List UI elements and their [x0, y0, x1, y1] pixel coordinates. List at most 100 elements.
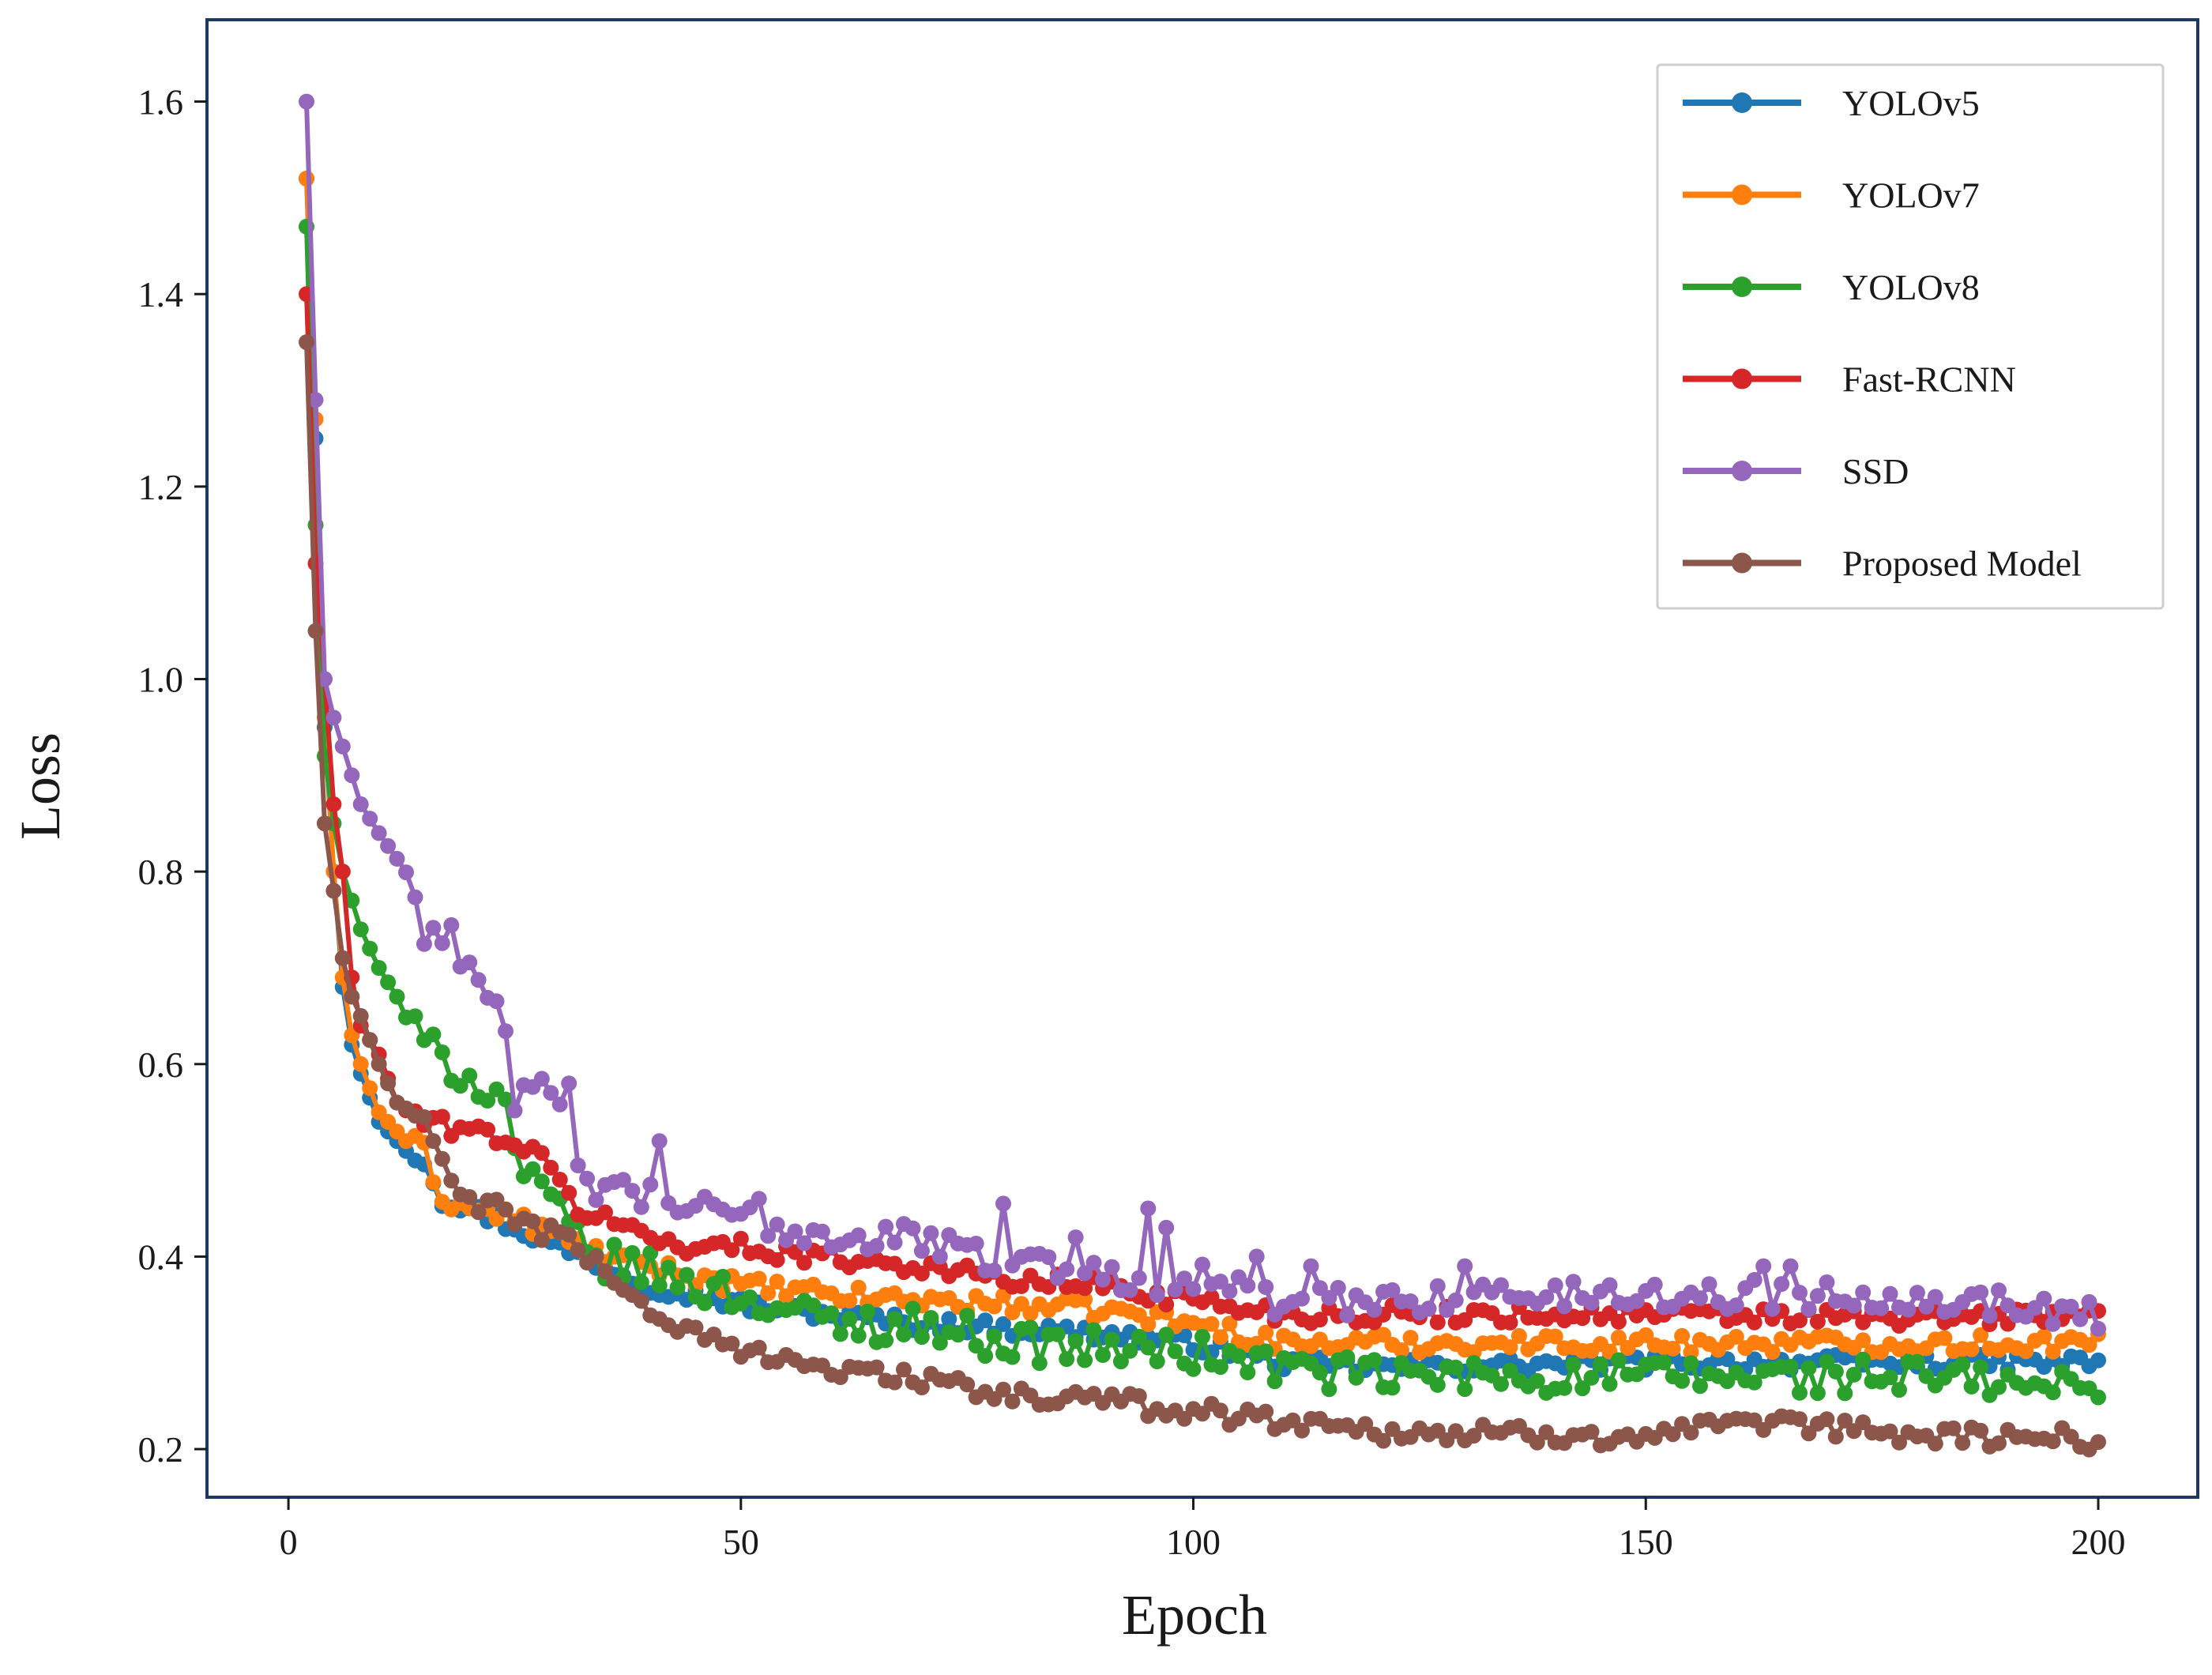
data-point [543, 1085, 559, 1101]
data-point [931, 1248, 948, 1265]
data-point [1067, 1229, 1084, 1246]
data-point [352, 1056, 369, 1072]
data-point [533, 1145, 550, 1161]
data-point [1755, 1258, 1772, 1274]
data-point [1973, 1359, 1989, 1376]
data-point [1185, 1361, 1202, 1377]
data-point [1845, 1297, 1862, 1314]
data-point [561, 1226, 577, 1243]
x-tick-label: 100 [1166, 1522, 1221, 1562]
data-point [832, 1369, 848, 1385]
data-point [1927, 1289, 1943, 1305]
data-point [624, 1183, 641, 1199]
data-point [551, 1172, 568, 1188]
data-point [1420, 1300, 1437, 1317]
data-point [769, 1252, 785, 1268]
data-point [498, 1023, 514, 1040]
data-point [1294, 1290, 1310, 1307]
data-point [841, 1311, 858, 1327]
data-point [1683, 1355, 1699, 1372]
data-point [905, 1300, 921, 1317]
legend-label: Fast-RCNN [1842, 359, 2016, 400]
data-point [1077, 1280, 1093, 1297]
x-tick-label: 150 [1619, 1522, 1673, 1562]
data-point [1746, 1374, 1762, 1391]
data-point [461, 1067, 478, 1084]
data-point [2090, 1434, 2106, 1451]
data-point [1809, 1313, 1826, 1330]
data-point [1782, 1358, 1799, 1375]
data-point [1394, 1342, 1409, 1358]
data-point [2090, 1389, 2106, 1406]
data-point [642, 1176, 659, 1193]
data-point [1077, 1265, 1093, 1282]
data-point [352, 921, 369, 938]
legend-label: YOLOv5 [1842, 83, 1980, 123]
data-point [362, 1032, 378, 1048]
plot-frame [205, 18, 2199, 1499]
data-point [841, 1293, 858, 1309]
data-point [470, 972, 487, 988]
data-point [1827, 1428, 1844, 1445]
data-point [1628, 1293, 1645, 1309]
data-point [425, 1174, 442, 1191]
data-point [986, 1298, 1003, 1315]
data-point [533, 1071, 550, 1087]
data-point [1973, 1422, 1989, 1439]
data-point [1565, 1357, 1582, 1373]
data-point [443, 1172, 460, 1189]
data-point [1827, 1363, 1844, 1380]
data-point [1674, 1327, 1691, 1344]
data-point [878, 1218, 894, 1235]
data-point [724, 1335, 740, 1352]
data-point [624, 1244, 641, 1261]
data-point [923, 1310, 939, 1326]
data-point [1384, 1380, 1401, 1396]
data-point [995, 1381, 1011, 1398]
data-point [1122, 1342, 1138, 1359]
y-tick-label: 1.0 [138, 659, 184, 699]
data-point [1556, 1298, 1573, 1315]
data-point [1981, 1308, 1998, 1324]
y-axis-title: Loss [9, 732, 72, 840]
data-point [1447, 1292, 1464, 1308]
y-tick-label: 1.4 [138, 274, 184, 314]
data-point [1547, 1328, 1563, 1345]
legend: YOLOv5 YOLOv7 YOLOv8 Fast-RCNN SSD Proposed M… [1656, 63, 2165, 610]
data-point [1339, 1307, 1356, 1323]
data-point [1258, 1403, 1274, 1420]
data-point [2045, 1433, 2061, 1450]
data-point [1311, 1364, 1328, 1381]
data-point [724, 1242, 740, 1259]
data-point [1991, 1379, 2007, 1395]
data-point [362, 811, 378, 827]
data-point [570, 1242, 586, 1259]
data-point [425, 920, 442, 936]
data-point [995, 1316, 1011, 1332]
data-point [1665, 1426, 1681, 1443]
data-point [533, 1232, 550, 1248]
data-point [669, 1279, 686, 1296]
data-point [325, 710, 342, 726]
data-point [1104, 1259, 1120, 1275]
data-point [986, 1328, 1003, 1345]
data-point [1095, 1347, 1111, 1363]
data-point [1158, 1327, 1175, 1343]
tick-layer: 0 50 100 150 200 0.2 0.4 0.6 0.8 1.0 1.2 1.4 1.6 [138, 82, 2126, 1562]
data-point [1221, 1316, 1238, 1332]
data-point [1800, 1300, 1817, 1317]
data-point [525, 1161, 541, 1177]
data-point [371, 1056, 387, 1072]
data-point [633, 1293, 649, 1309]
data-point [1266, 1373, 1283, 1390]
data-point [1891, 1382, 1907, 1398]
data-point [1782, 1258, 1799, 1274]
data-point [633, 1274, 649, 1290]
data-point [579, 1170, 596, 1187]
data-point [1258, 1279, 1274, 1295]
legend-label: YOLOv8 [1842, 267, 1980, 307]
data-point [805, 1297, 822, 1314]
data-point [896, 1327, 912, 1342]
data-point [1764, 1300, 1781, 1317]
x-axis-title: Epoch [1122, 1583, 1267, 1647]
